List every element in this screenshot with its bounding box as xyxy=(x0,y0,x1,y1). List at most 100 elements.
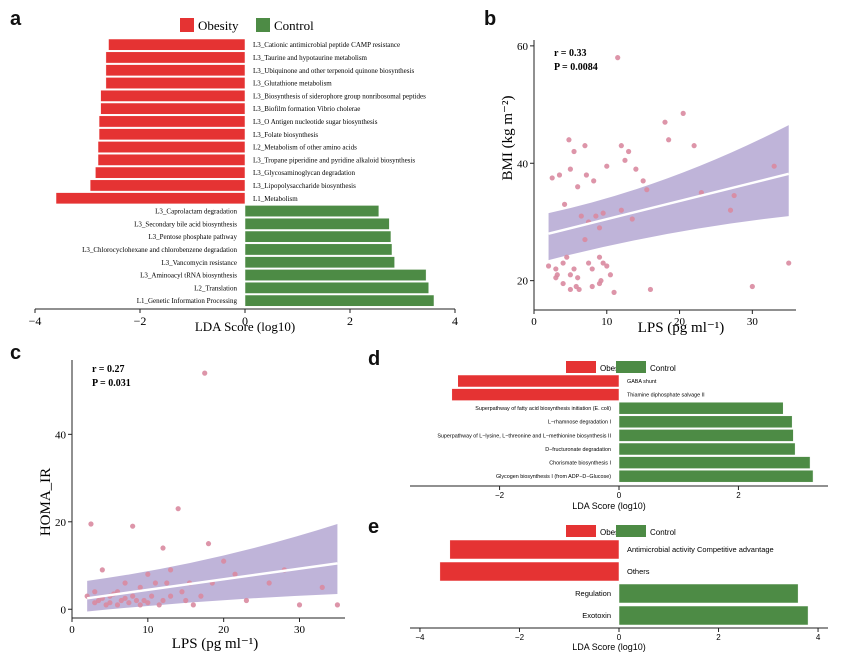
bar-label: L3_Pentose phosphate pathway xyxy=(148,233,237,241)
y-tick-label: 0 xyxy=(61,604,67,616)
data-point xyxy=(615,55,621,61)
x-tick-label: 20 xyxy=(218,624,230,636)
x-tick-label: 0 xyxy=(617,633,622,642)
x-tick-label: −2 xyxy=(134,314,147,328)
data-point xyxy=(647,286,654,293)
x-tick-label: 0 xyxy=(242,314,248,328)
x-tick-label: 10 xyxy=(142,624,154,636)
data-point xyxy=(130,523,136,529)
bar-control xyxy=(244,281,429,294)
bar-label: L3_Folate biosynthesis xyxy=(253,131,318,139)
legend-label-obesity: Obesity xyxy=(198,18,239,33)
data-point xyxy=(334,602,341,608)
data-point xyxy=(582,236,588,243)
x-tick-label: −2 xyxy=(515,633,525,642)
bar-obesity xyxy=(105,51,246,64)
bar-control xyxy=(244,294,435,307)
data-point xyxy=(88,521,94,527)
data-point xyxy=(604,163,610,169)
data-point xyxy=(266,580,272,586)
x-tick-label: −4 xyxy=(415,633,425,642)
data-point xyxy=(691,143,697,149)
data-point xyxy=(629,216,635,222)
legend-swatch-control xyxy=(616,361,646,373)
data-point xyxy=(583,172,589,178)
data-point xyxy=(596,254,603,260)
bar-label: L−rhamnose degradation I xyxy=(548,420,611,426)
panel-c-label: c xyxy=(10,342,22,364)
bar-label: Superpathway of L−lysine, L−threonine an… xyxy=(437,433,611,439)
data-point xyxy=(319,584,325,590)
data-point xyxy=(582,143,588,149)
data-point xyxy=(145,600,151,606)
scatter-chart-c: 0 10 20 30 0 20 40 r = 0.27 P = 0.031 LPS (pg … xyxy=(38,360,345,652)
data-point xyxy=(160,597,166,604)
data-point xyxy=(99,567,105,573)
x-axis-title: LDA Score (log10) xyxy=(195,319,295,334)
bar-label: D−fructuronate degradation xyxy=(545,447,611,453)
x-axis-title: LPS (pg ml⁻¹) xyxy=(638,320,725,336)
data-point xyxy=(95,597,102,604)
bar-label: Thiamine diphosphate salvage II xyxy=(627,393,705,399)
data-point xyxy=(137,584,143,590)
data-point xyxy=(549,175,555,181)
data-point xyxy=(567,166,573,172)
y-tick-label: 40 xyxy=(55,429,67,441)
bar-label: L3_Glutathione metabolism xyxy=(253,80,332,88)
panel-b: 0 10 20 30 20 40 60 r = 0.33 P = 0.0084 LPS (p… xyxy=(476,0,844,340)
bar-label: L3_Taurine and hypotaurine metabolism xyxy=(253,54,368,62)
panel-d-label: d xyxy=(368,348,381,370)
data-point xyxy=(567,272,573,278)
bar-obesity xyxy=(95,166,246,179)
data-point xyxy=(107,600,113,606)
data-point xyxy=(622,157,628,163)
bar-label: Glycogen biosynthesis I (from ADP−D−Gluc… xyxy=(496,474,611,480)
bar-label: L3_Glycosaminoglycan degradation xyxy=(253,169,356,177)
bar-obesity xyxy=(105,77,246,89)
bar-label: Antimicrobial activity Competitive advan… xyxy=(627,545,774,554)
data-point xyxy=(633,166,639,172)
bar-obesity xyxy=(439,561,620,582)
bar-label: L3_Biosynthesis of siderophore group non… xyxy=(253,92,426,100)
bar-obesity xyxy=(457,374,620,388)
lda-chart-a: Obesity Control L3_Cationic antimicrobia… xyxy=(29,18,458,334)
panel-e: Obesity Control Antimicrobial activity C… xyxy=(380,515,844,656)
bar-control xyxy=(618,456,811,469)
y-axis-title: HOMA_IR xyxy=(38,468,54,536)
data-point xyxy=(221,558,227,564)
data-point xyxy=(141,597,147,604)
legend-label-obesity: Obesity xyxy=(600,364,627,373)
bar-label: L2_Metabolism of other amino acids xyxy=(253,144,357,152)
data-point xyxy=(556,172,563,178)
legend-label-control: Control xyxy=(274,18,314,33)
stat-p: P = 0.0084 xyxy=(554,62,598,73)
data-point xyxy=(591,178,597,184)
bar-control xyxy=(244,205,380,217)
bar-control xyxy=(618,605,809,626)
x-tick-label: 30 xyxy=(747,316,759,328)
data-point xyxy=(175,506,181,512)
bar-label: L3_Caprolactam degradation xyxy=(155,208,237,216)
x-axis-title: LDA Score (log10) xyxy=(572,642,646,652)
data-point xyxy=(103,602,109,608)
data-point xyxy=(618,207,624,213)
data-point xyxy=(553,266,559,272)
bar-label: L1_Genetic Information Processing xyxy=(137,297,238,305)
bar-control xyxy=(618,429,794,442)
data-point xyxy=(202,370,208,376)
data-point xyxy=(205,541,212,547)
data-point xyxy=(731,192,737,199)
legend-swatch-obesity xyxy=(180,18,194,32)
panel-b-label: b xyxy=(484,8,497,30)
x-tick-label: 2 xyxy=(347,314,353,328)
confidence-band xyxy=(548,125,789,261)
data-point xyxy=(122,580,128,586)
data-point xyxy=(786,260,792,266)
data-point xyxy=(130,593,136,599)
stat-r: r = 0.33 xyxy=(554,48,586,59)
bar-control xyxy=(244,256,395,269)
bar-label: L3_Tropane piperidine and pyridine alkal… xyxy=(253,156,415,164)
bar-obesity xyxy=(89,179,246,192)
data-point xyxy=(662,119,668,125)
legend-swatch-obesity xyxy=(566,361,596,373)
